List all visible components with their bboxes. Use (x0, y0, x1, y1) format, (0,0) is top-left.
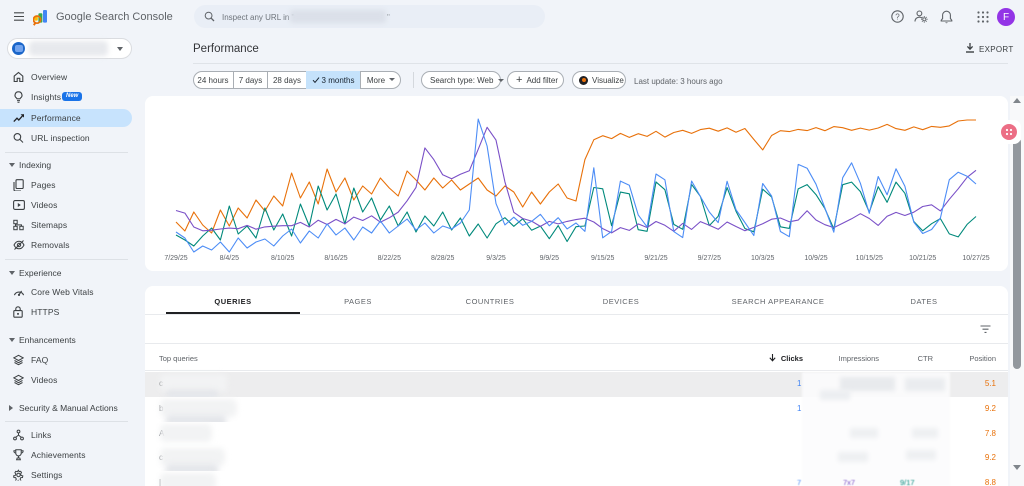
svg-text:?: ? (895, 12, 900, 21)
